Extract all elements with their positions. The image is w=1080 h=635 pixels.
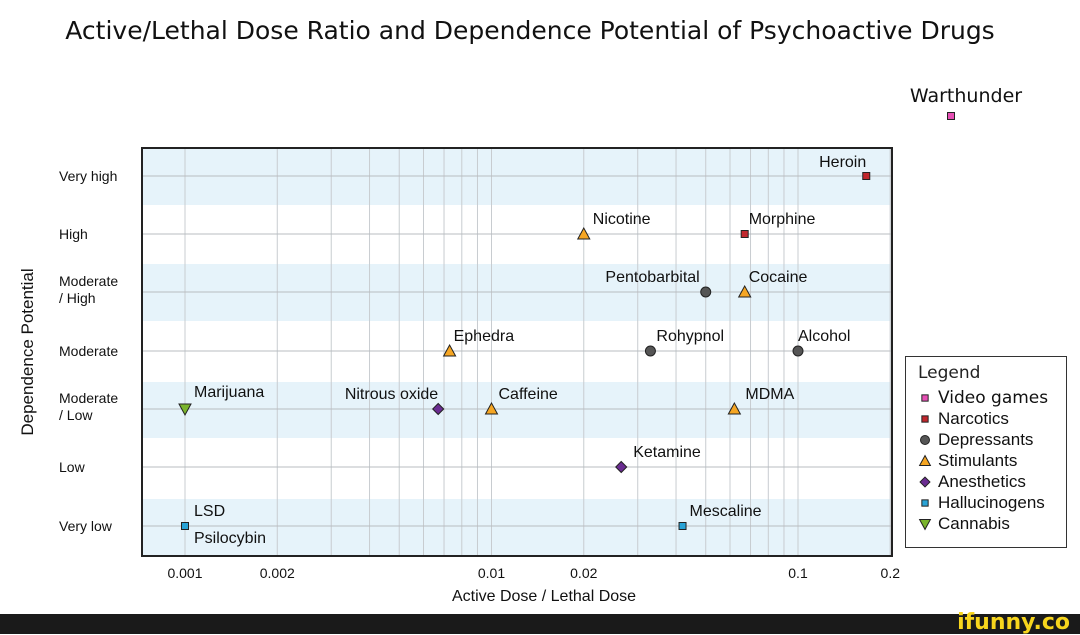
legend-item-narcotics: Narcotics bbox=[918, 408, 1066, 429]
x-tick-label: 0.02 bbox=[570, 565, 597, 581]
legend-marker bbox=[921, 414, 929, 423]
legend-marker-icon bbox=[920, 434, 930, 445]
x-tick-label: 0.001 bbox=[167, 565, 202, 581]
legend-marker-icon bbox=[918, 454, 932, 466]
point-label-heroin: Heroin bbox=[819, 154, 866, 171]
point-ketamine bbox=[615, 460, 628, 474]
legend-label: Narcotics bbox=[938, 408, 1009, 428]
legend-marker-icon bbox=[921, 414, 929, 423]
point-mdma bbox=[727, 401, 742, 415]
point-label-psilocybin: Psilocybin bbox=[194, 530, 266, 547]
legend-label: Hallucinogens bbox=[938, 492, 1045, 512]
point-marijuana bbox=[178, 403, 192, 417]
x-tick-label: 0.002 bbox=[260, 565, 295, 581]
legend-item-anesthetics: Anesthetics bbox=[918, 471, 1066, 492]
legend-marker bbox=[920, 434, 930, 445]
point-ephedra bbox=[442, 343, 457, 357]
watermark-bar: ifunny.co bbox=[0, 610, 1080, 635]
point-label-marijuana: Marijuana bbox=[194, 384, 264, 401]
legend-label: Depressants bbox=[938, 429, 1034, 449]
point-rohypnol bbox=[644, 345, 656, 357]
legend-label: Cannabis bbox=[938, 513, 1010, 533]
y-tick-label: Moderate bbox=[59, 343, 118, 359]
x-tick-label: 0.1 bbox=[788, 565, 808, 581]
legend-item-stimulants: Stimulants bbox=[918, 450, 1066, 471]
legend-marker-icon bbox=[919, 475, 931, 488]
point-label-mdma: MDMA bbox=[745, 386, 794, 403]
point-label-nicotine: Nicotine bbox=[593, 211, 651, 228]
legend-marker bbox=[921, 498, 929, 507]
y-tick-label: Very high bbox=[59, 168, 117, 184]
point-label-morphine: Morphine bbox=[749, 211, 816, 228]
point-label-mescaline: Mescaline bbox=[690, 503, 762, 520]
point-heroin bbox=[862, 172, 871, 180]
plot-frame bbox=[141, 147, 893, 557]
point-label-alcohol: Alcohol bbox=[798, 328, 850, 345]
point-label-nitrous-oxide: Nitrous oxide bbox=[345, 386, 438, 403]
ifunny-watermark: ifunny.co bbox=[957, 610, 1070, 635]
y-tick-label: High bbox=[59, 226, 88, 242]
point-label-ketamine: Ketamine bbox=[633, 444, 701, 461]
legend-item-hallucinogens: Hallucinogens bbox=[918, 492, 1066, 513]
legend-marker bbox=[921, 393, 929, 402]
legend-item-depressants: Depressants bbox=[918, 429, 1066, 450]
point-label-ephedra: Ephedra bbox=[454, 328, 515, 345]
point-nitrous-oxide bbox=[431, 402, 445, 416]
point-mescaline bbox=[678, 522, 687, 530]
x-tick-label: 0.2 bbox=[881, 565, 901, 581]
legend-label: Video games bbox=[938, 387, 1049, 408]
legend-marker bbox=[919, 475, 931, 488]
x-axis-label: Active Dose / Lethal Dose bbox=[452, 588, 636, 605]
annotation-warthunder-marker bbox=[947, 112, 955, 120]
legend-marker bbox=[918, 518, 932, 530]
point-label-caffeine: Caffeine bbox=[499, 386, 558, 403]
point-label-cocaine: Cocaine bbox=[749, 269, 808, 286]
y-tick-label: Moderate / Low bbox=[59, 390, 118, 423]
x-tick-label: 0.01 bbox=[478, 565, 505, 581]
legend-title: Legend bbox=[918, 363, 981, 383]
legend-marker bbox=[918, 454, 932, 466]
legend-marker-icon bbox=[921, 498, 929, 507]
point-cocaine bbox=[737, 284, 752, 298]
legend: Legend Video games Narcotics Depressants St… bbox=[905, 356, 1067, 548]
point-caffeine bbox=[484, 401, 499, 415]
y-tick-label: Very low bbox=[59, 518, 113, 534]
y-axis-label: Dependence Potential bbox=[18, 268, 37, 435]
point-label-rohypnol: Rohypnol bbox=[656, 328, 724, 345]
scatter-chart: Very low Low Moderate / Low Moderate Moderate… bbox=[18, 85, 1022, 605]
band bbox=[142, 382, 892, 438]
legend-item-video-games: Video games bbox=[918, 387, 1066, 408]
point-morphine bbox=[740, 230, 749, 238]
band bbox=[142, 499, 892, 556]
point-label-pentobarbital: Pentobarbital bbox=[605, 269, 699, 286]
point-label-lsd: LSD bbox=[194, 503, 225, 520]
legend-marker-icon bbox=[921, 393, 929, 402]
point-alcohol bbox=[792, 345, 804, 357]
legend-label: Anesthetics bbox=[938, 471, 1026, 491]
legend-item-cannabis: Cannabis bbox=[918, 513, 1066, 534]
annotation-warthunder: Warthunder bbox=[910, 85, 1022, 107]
y-tick-label: Moderate / High bbox=[59, 273, 118, 306]
y-tick-label: Low bbox=[59, 459, 86, 475]
point-pentobarbital bbox=[700, 286, 712, 298]
point-psilocybin bbox=[181, 522, 189, 530]
chart-title: Active/Lethal Dose Ratio and Dependence … bbox=[65, 16, 995, 45]
point-nicotine bbox=[576, 226, 591, 240]
legend-marker-icon bbox=[918, 518, 932, 530]
legend-label: Stimulants bbox=[938, 450, 1018, 470]
